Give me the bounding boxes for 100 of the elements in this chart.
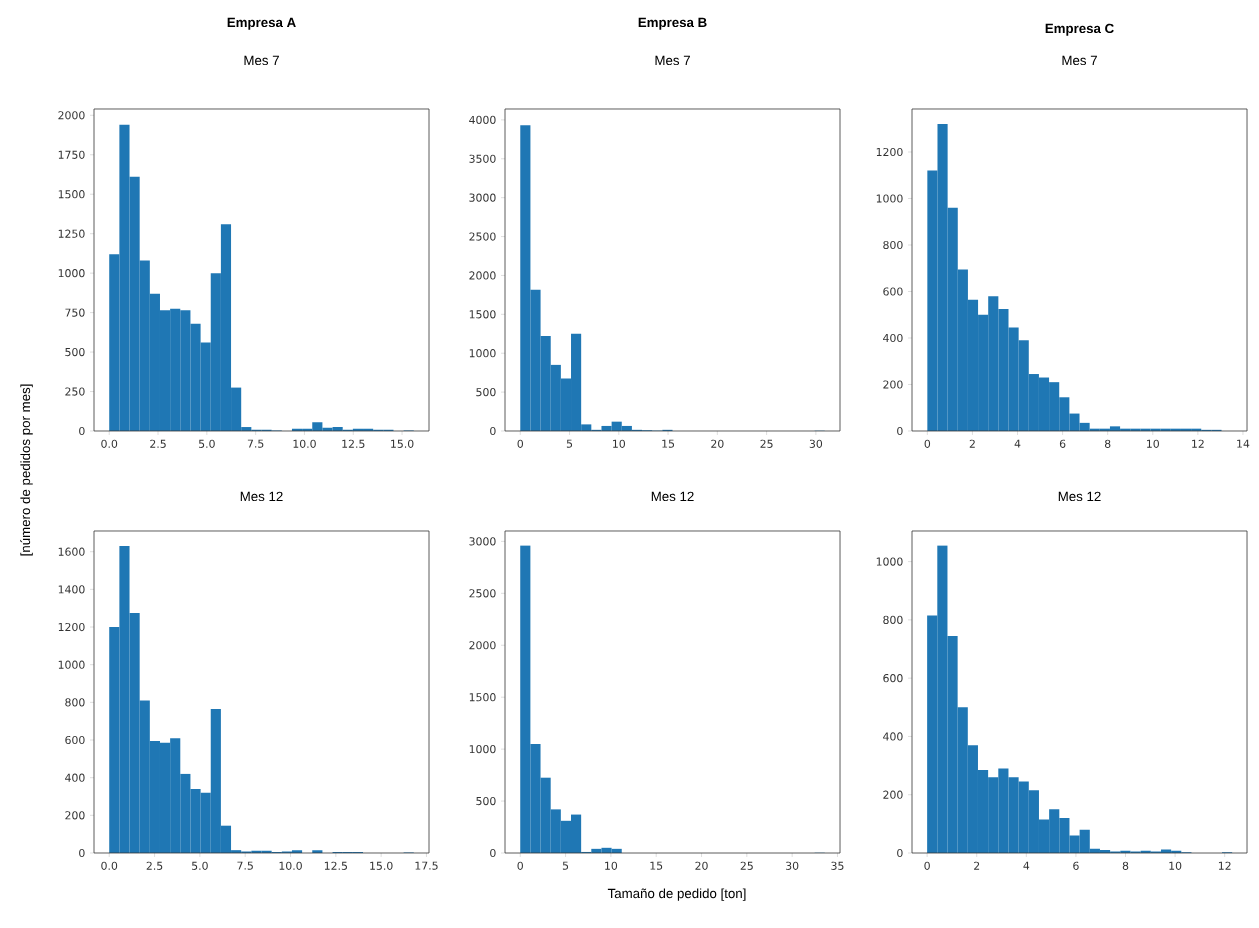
x-tick-label: 17.5 [415,861,438,870]
x-tick-label: 15 [662,439,675,448]
y-tick-label: 800 [883,240,903,250]
y-tick-label: 1000 [58,660,85,669]
y-tick-label: 1000 [58,269,85,278]
y-tick-label: 600 [883,287,903,296]
y-tick-label: 500 [476,387,496,397]
x-tick-label: 20 [711,439,724,448]
y-tick-label: 500 [476,796,496,806]
y-tick-label: 250 [65,387,85,396]
x-tick-label: 0 [517,861,523,870]
x-tick-label: 4 [1014,439,1021,448]
y-tick-label: 1500 [469,310,496,319]
y-tick-label: 750 [65,308,85,317]
x-tick-label: 0 [924,439,931,448]
x-tick-label: 30 [786,861,799,870]
x-tick-label: 12.5 [342,439,365,448]
x-tick-label: 10.0 [293,439,316,448]
y-tick-label: 2000 [469,271,496,280]
y-tick-label: 0 [490,848,496,858]
chart-title: Empresa C [1045,23,1114,36]
y-tick-label: 1250 [58,229,85,238]
y-tick-label: 200 [65,811,85,820]
x-tick-label: 5 [562,861,569,870]
y-tick-label: 1000 [469,745,496,754]
x-tick-label: 2 [969,439,975,448]
y-tick-label: 0 [490,426,496,436]
x-tick-label: 12 [1218,861,1231,870]
y-tick-label: 0 [897,848,903,858]
chart-title: Mes 12 [651,491,694,502]
y-tick-label: 2500 [469,232,496,241]
y-tick-label: 200 [883,380,903,389]
chart-title: Empresa B [638,17,707,30]
y-axis-title: [número de pedidos por mes] [20,384,33,556]
y-tick-label: 1000 [876,557,903,566]
x-tick-label: 15.0 [391,439,414,448]
y-tick-label: 1000 [876,194,903,203]
x-tick-label: 5 [566,439,573,448]
x-tick-label: 15 [650,861,663,870]
y-tick-label: 600 [65,735,85,745]
y-tick-label: 400 [65,773,85,782]
y-tick-label: 3500 [469,154,496,163]
y-tick-label: 500 [65,347,85,357]
x-tick-label: 7.5 [247,439,264,448]
x-tick-label: 12 [1192,439,1204,448]
y-tick-label: 1600 [58,547,85,556]
x-tick-label: 4 [1023,861,1030,870]
y-tick-label: 0 [897,426,903,436]
y-tick-label: 3000 [469,537,496,546]
x-tick-label: 6 [1059,439,1066,448]
y-tick-label: 2000 [469,641,496,650]
chart-title: Empresa A [227,17,296,30]
y-tick-label: 4000 [469,115,496,124]
x-tick-label: 2.5 [146,861,163,870]
x-tick-label: 0 [517,439,524,448]
y-tick-label: 3000 [469,193,496,202]
y-tick-label: 400 [883,732,903,741]
y-tick-label: 2500 [469,589,496,598]
y-tick-label: 1500 [469,693,496,702]
y-tick-label: 1500 [58,190,85,199]
y-tick-label: 200 [883,790,903,799]
y-tick-label: 1400 [58,585,85,594]
x-tick-label: 25 [740,861,753,870]
x-tick-label: 10 [605,861,618,870]
chart-subtitle: Mes 7 [655,55,690,66]
x-tick-label: 0 [924,861,930,870]
y-tick-label: 800 [883,615,903,624]
x-tick-label: 0.0 [101,439,118,448]
y-tick-label: 1200 [58,622,85,632]
x-tick-label: 6 [1073,861,1079,870]
x-tick-label: 2 [974,861,980,870]
x-tick-label: 30 [809,439,823,448]
y-tick-label: 1750 [58,150,85,159]
y-tick-label: 400 [883,333,903,343]
x-tick-label: 8 [1104,439,1111,448]
chart-subtitle: Mes 7 [244,55,279,66]
x-tick-label: 7.5 [237,861,253,870]
chart-subtitle: Mes 7 [1062,55,1097,66]
y-tick-label: 600 [883,674,903,683]
x-tick-label: 25 [760,439,773,448]
x-tick-label: 10 [1169,861,1182,870]
x-tick-label: 2.5 [150,439,166,448]
x-tick-label: 12.5 [324,861,347,870]
x-tick-label: 5.0 [192,861,208,870]
x-tick-label: 20 [695,861,708,870]
y-tick-label: 0 [79,426,85,436]
chart-title: Mes 12 [1058,491,1101,502]
x-axis-title: Tamaño de pedido [ton] [607,888,746,901]
y-tick-label: 800 [65,698,85,707]
y-tick-label: 2000 [58,111,85,120]
x-tick-label: 14 [1237,439,1250,448]
chart-title: Mes 12 [240,491,283,502]
x-tick-label: 10 [1147,439,1159,448]
x-tick-label: 5.0 [199,439,215,448]
x-tick-label: 0.0 [101,861,118,870]
x-tick-label: 10.0 [279,861,302,870]
x-tick-label: 8 [1122,861,1129,870]
x-tick-label: 35 [831,861,844,870]
x-tick-label: 15.0 [370,861,393,870]
y-tick-label: 0 [79,848,85,858]
